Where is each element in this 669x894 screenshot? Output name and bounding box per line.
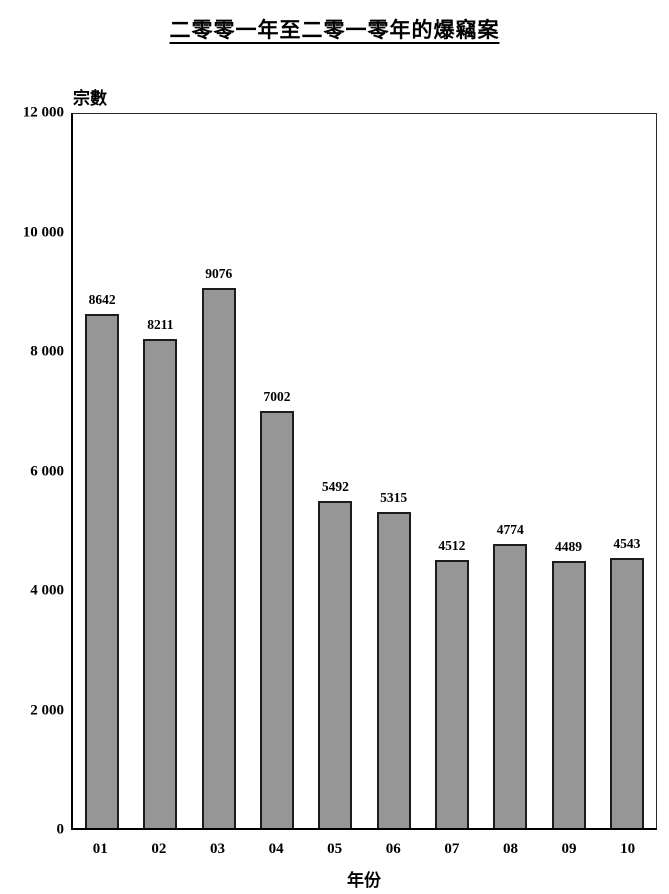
bar-slot: 8211 (131, 114, 189, 828)
bar (318, 501, 353, 828)
y-tick-label: 12 000 (22, 104, 64, 121)
bar (201, 287, 236, 828)
bar-value-label: 9076 (205, 265, 233, 281)
x-tick-label: 03 (209, 841, 225, 857)
bar (434, 559, 469, 828)
bar-slot: 5492 (306, 114, 364, 828)
bar-slot: 4489 (539, 114, 597, 828)
x-tick-label: 08 (502, 841, 518, 857)
bar-slot: 7002 (248, 114, 306, 828)
x-tick-label: 02 (151, 841, 167, 857)
x-tick-label: 04 (268, 841, 284, 857)
y-tick-label: 8 000 (30, 343, 64, 360)
bar-slot: 9076 (190, 114, 248, 828)
bar-value-label: 4543 (613, 535, 641, 551)
y-tick-label: 10 000 (22, 224, 64, 240)
x-axis-tick-labels: 01 02 03 04 05 06 07 08 09 10 (71, 841, 657, 858)
y-tick-label: 2 000 (30, 702, 64, 718)
x-tick-label: 05 (327, 841, 343, 857)
bar-value-label: 7002 (263, 389, 291, 405)
x-tick-label: 01 (92, 841, 108, 857)
bar (85, 313, 120, 828)
y-axis-title: 宗數 (73, 89, 107, 109)
x-axis-title: 年份 (347, 871, 381, 891)
bar-value-label: 4774 (496, 521, 524, 537)
bar-slot: 5315 (364, 114, 422, 828)
y-tick-label: 4 000 (30, 582, 64, 599)
bar-value-label: 5492 (321, 479, 349, 495)
y-tick-label: 0 (56, 821, 65, 838)
bar-slot: 4543 (598, 114, 656, 828)
bar-value-label: 5315 (380, 489, 408, 505)
bar (376, 511, 411, 828)
bar-value-label: 8642 (88, 291, 116, 307)
bar (551, 560, 586, 828)
bar-value-label: 4512 (438, 537, 466, 553)
bar-slot: 4774 (481, 114, 539, 828)
bar-slot: 4512 (423, 114, 481, 828)
chart-title: 二零零一年至二零一零年的爆竊案 (169, 18, 500, 42)
bar-value-label: 4489 (555, 538, 583, 554)
bar (143, 339, 178, 828)
bar (493, 543, 528, 828)
x-tick-label: 09 (561, 841, 577, 857)
bars-layer: 8642 8211 9076 7002 5492 5315 4512 4774 4489 4543 (73, 114, 656, 828)
bar (609, 557, 644, 828)
x-tick-label: 06 (385, 841, 401, 857)
plot-area: 8642 8211 9076 7002 5492 5315 4512 4774 4489 4543 (71, 113, 657, 830)
bar-value-label: 8211 (147, 317, 174, 333)
x-tick-label: 10 (620, 841, 636, 857)
bar-slot: 8642 (73, 114, 131, 828)
y-tick-label: 6 000 (30, 463, 64, 479)
x-tick-label: 07 (444, 841, 460, 857)
bar (260, 411, 295, 828)
